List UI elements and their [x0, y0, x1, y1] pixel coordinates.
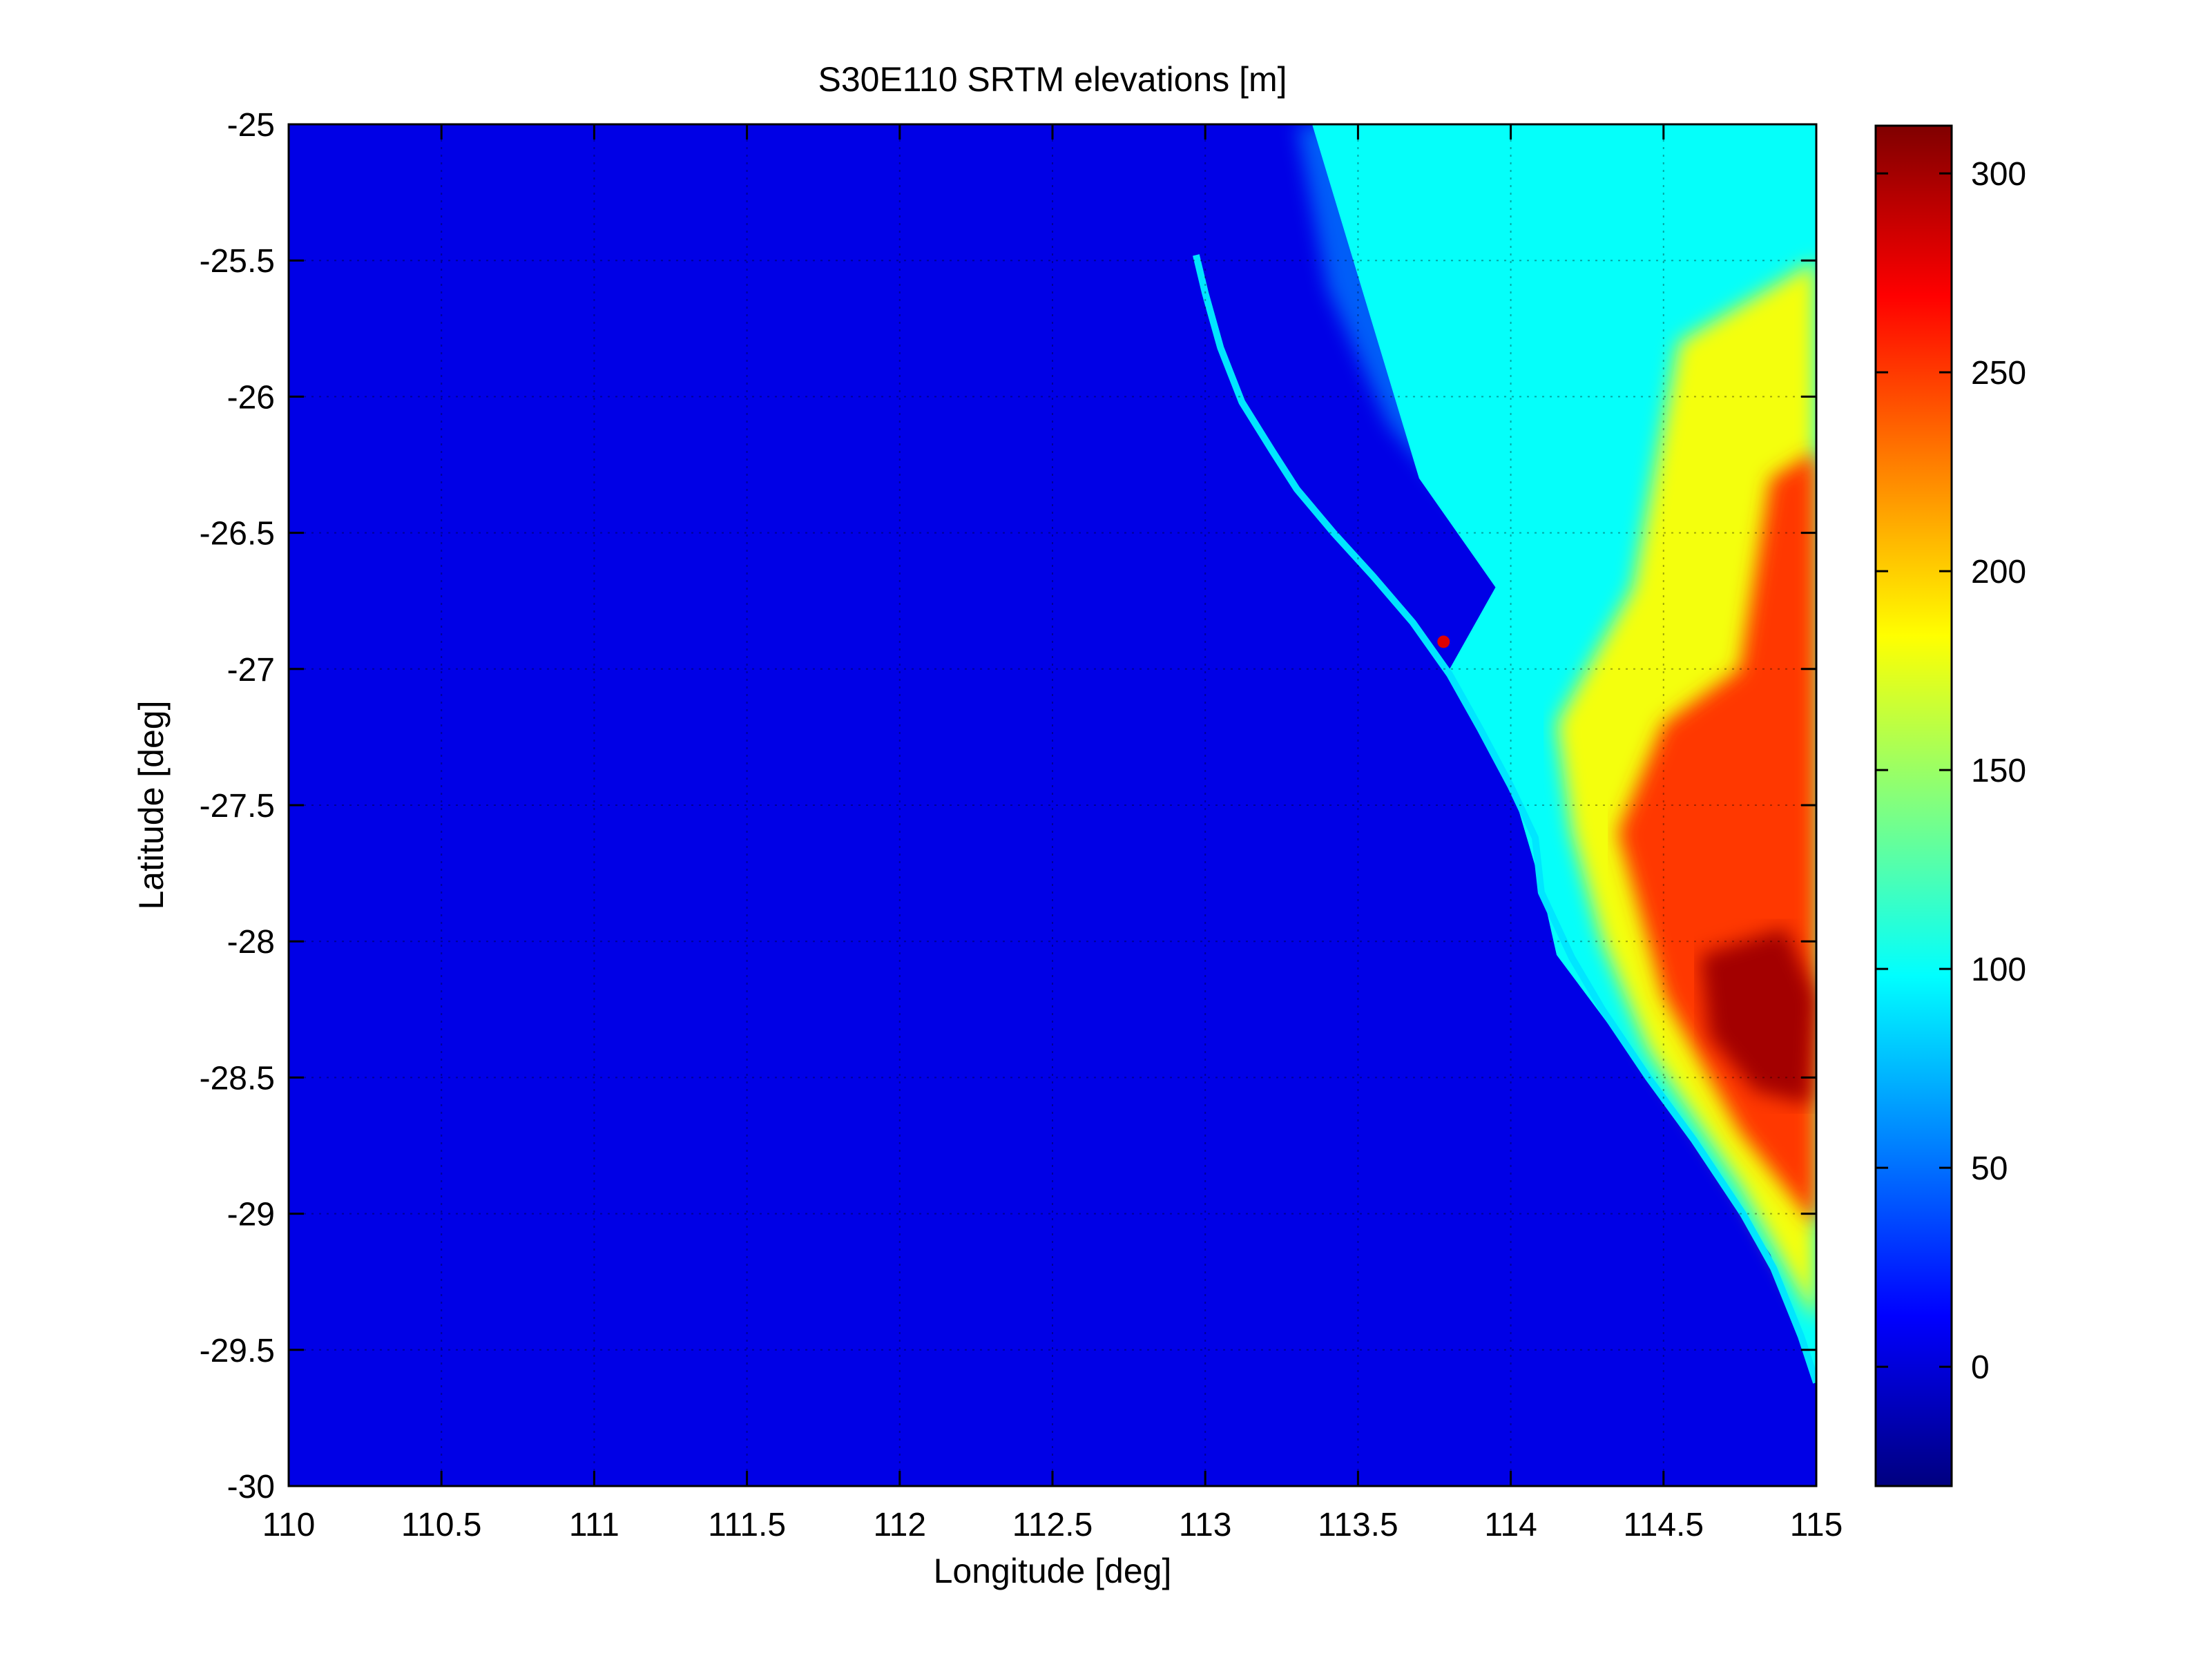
peak-spot: [1437, 635, 1450, 648]
x-tick-label: 112: [874, 1507, 927, 1543]
plot-area: [287, 123, 1818, 1487]
colorbar-gradient: [1876, 126, 1952, 1486]
x-tick-label: 111.5: [708, 1507, 786, 1543]
colorbar-ticks: 0 50 100 150 200 250 300: [1876, 156, 2026, 1386]
y-tick-label: -28.5: [200, 1060, 275, 1097]
x-tick-label: 114.5: [1624, 1507, 1704, 1543]
y-tick-label: -28: [227, 924, 275, 961]
colorbar-tick-label: 150: [1971, 753, 2026, 789]
y-tick-label: -30: [227, 1469, 275, 1505]
x-tick-label: 113: [1179, 1507, 1232, 1543]
y-tick-label: -26: [227, 379, 275, 416]
chart-title: S30E110 SRTM elevations [m]: [818, 60, 1287, 99]
x-tick-label: 110: [262, 1507, 316, 1543]
x-tick-label: 114: [1484, 1507, 1537, 1543]
y-tick-label: -27: [227, 652, 275, 688]
x-tick-label: 113.5: [1318, 1507, 1398, 1543]
coastline: [1193, 254, 1816, 1384]
x-axis-label: Longitude [deg]: [934, 1552, 1172, 1590]
colorbar-tick-label: 250: [1971, 355, 2026, 392]
y-tick-label: -27.5: [200, 788, 275, 825]
y-axis-label: Latitude [deg]: [132, 700, 171, 909]
x-tick-label: 110.5: [401, 1507, 482, 1543]
colorbar-tick-label: 100: [1971, 952, 2026, 988]
elevation-region: [1700, 927, 1816, 1105]
colorbar-tick-label: 50: [1971, 1150, 2008, 1187]
x-tick-label: 115: [1790, 1507, 1843, 1543]
x-axis: 110 110.5 111 111.5 112 112.5 113 113.5 114 114.5…: [262, 124, 1843, 1543]
elevation-map: [1193, 124, 1816, 1384]
y-tick-label: -29.5: [200, 1333, 275, 1369]
y-tick-label: -25: [227, 107, 275, 144]
y-axis: -25 -25.5 -26 -26.5 -27 -27.5 -28 -28.5 -29 -29.5…: [200, 107, 1816, 1505]
colorbar-tick-label: 200: [1971, 554, 2026, 590]
y-tick-label: -29: [227, 1197, 275, 1233]
colorbar-tick-label: 300: [1971, 156, 2026, 193]
x-tick-label: 111: [569, 1507, 619, 1543]
x-tick-label: 112.5: [1012, 1507, 1093, 1543]
y-tick-label: -26.5: [200, 516, 275, 552]
y-tick-label: -25.5: [200, 243, 275, 280]
colorbar-tick-label: 0: [1971, 1349, 1990, 1386]
colorbar-frame: [1874, 124, 1953, 1487]
colorbar: 0 50 100 150 200 250 300: [1874, 124, 2026, 1487]
